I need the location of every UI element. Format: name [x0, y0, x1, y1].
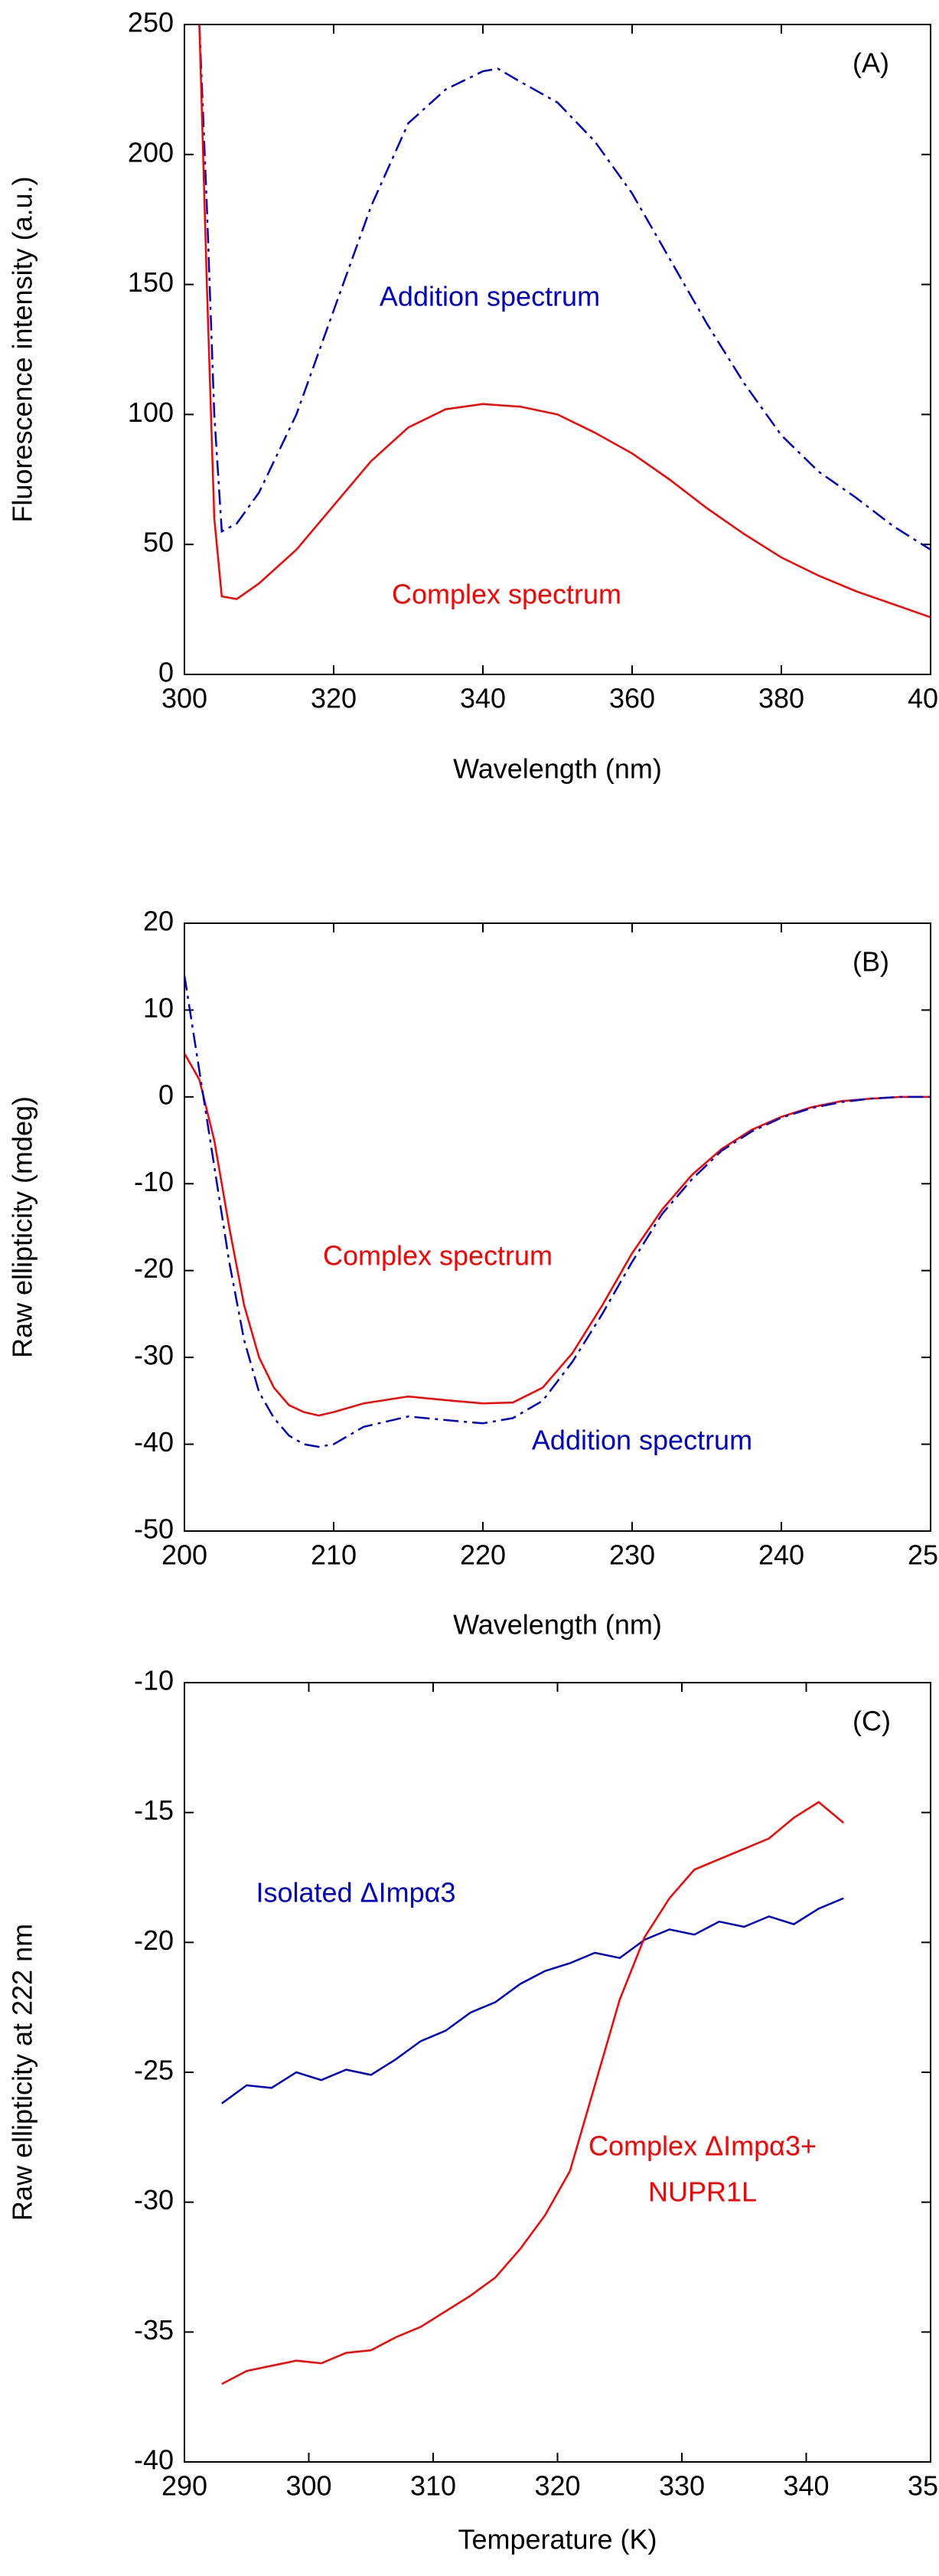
- y-tick-label: -35: [134, 2314, 174, 2346]
- annotation: Complex spectrum: [392, 579, 621, 610]
- data-line: [198, 24, 931, 551]
- annotation: (B): [853, 946, 889, 978]
- x-tick-label: 250: [908, 1539, 939, 1571]
- y-tick-label: -40: [134, 2444, 174, 2476]
- y-tick-label: 0: [158, 657, 174, 688]
- x-tick-label: 200: [161, 1539, 207, 1571]
- y-tick-label: -30: [134, 2184, 174, 2215]
- x-tick-label: 220: [460, 1539, 506, 1571]
- y-tick-label: 50: [143, 527, 174, 558]
- data-line: [221, 1897, 844, 2104]
- data-line: [221, 1801, 845, 2385]
- x-tick-label: 360: [609, 683, 655, 714]
- x-tick-label: 290: [161, 2470, 207, 2502]
- data-line: [184, 975, 931, 1448]
- annotation: Addition spectrum: [532, 1425, 752, 1456]
- x-axis-label: Wavelength (nm): [453, 1609, 662, 1641]
- x-tick-label: 380: [758, 683, 804, 714]
- y-tick-label: -30: [134, 1340, 174, 1371]
- y-tick-label: -10: [134, 1665, 174, 1696]
- y-tick-label: -15: [134, 1794, 174, 1826]
- y-tick-label: -25: [134, 2055, 174, 2086]
- x-axis-label: Wavelength (nm): [453, 753, 662, 785]
- y-tick-label: 250: [128, 7, 174, 38]
- x-tick-label: 320: [534, 2470, 580, 2502]
- data-line: [184, 1053, 931, 1417]
- y-tick-label: 200: [128, 136, 174, 168]
- y-tick-label: 100: [128, 397, 174, 428]
- x-tick-label: 340: [460, 683, 506, 714]
- x-tick-label: 300: [285, 2470, 331, 2502]
- annotation: Isolated ΔImpα3: [256, 1877, 456, 1908]
- x-tick-label: 350: [908, 2470, 939, 2502]
- x-tick-label: 230: [609, 1539, 655, 1571]
- annotation: Complex ΔImpα3+: [589, 2130, 817, 2162]
- plot-frame: [184, 922, 931, 1532]
- y-axis-label: Raw ellipticity (mdeg): [7, 1096, 38, 1358]
- annotation: Addition spectrum: [380, 281, 600, 312]
- x-tick-label: 320: [311, 683, 357, 714]
- annotation: Complex spectrum: [323, 1240, 553, 1272]
- x-axis-label: Temperature (K): [458, 2524, 657, 2555]
- annotation: (A): [853, 47, 889, 79]
- annotation: (C): [853, 1706, 891, 1737]
- x-tick-label: 240: [758, 1539, 804, 1571]
- data-line: [198, 24, 931, 619]
- y-tick-label: -50: [134, 1513, 174, 1545]
- y-tick-label: -20: [134, 1925, 174, 1956]
- y-tick-label: -40: [134, 1426, 174, 1458]
- plot-frame: [184, 24, 931, 675]
- y-tick-label: 0: [158, 1079, 174, 1110]
- x-tick-label: 310: [410, 2470, 456, 2502]
- x-tick-label: 340: [783, 2470, 829, 2502]
- x-tick-label: 300: [161, 683, 207, 714]
- y-axis-label: Fluorescence intensity (a.u.): [7, 176, 38, 522]
- x-tick-label: 330: [659, 2470, 705, 2502]
- y-tick-label: 150: [128, 266, 174, 298]
- y-tick-label: -10: [134, 1166, 174, 1197]
- y-tick-label: 20: [143, 906, 174, 937]
- plot-frame: [184, 1682, 931, 2463]
- x-tick-label: 400: [908, 683, 939, 714]
- y-tick-label: 10: [143, 992, 174, 1024]
- y-tick-label: -20: [134, 1252, 174, 1284]
- x-tick-label: 210: [311, 1539, 357, 1571]
- annotation: NUPR1L: [648, 2176, 757, 2208]
- y-axis-label: Raw ellipticity at 222 nm: [7, 1924, 38, 2221]
